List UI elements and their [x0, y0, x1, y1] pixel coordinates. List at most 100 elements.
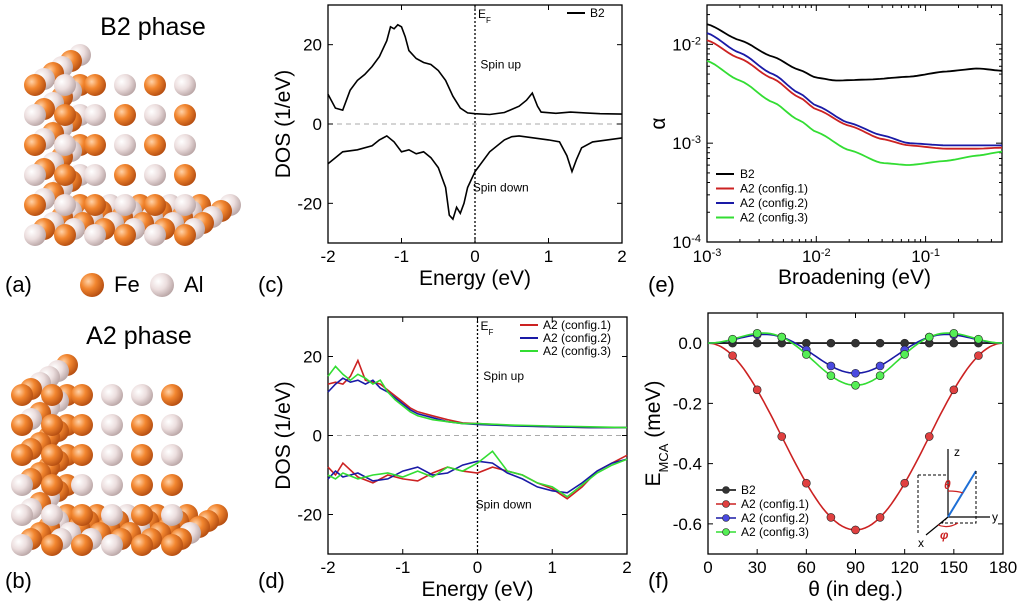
al-atom [174, 74, 196, 96]
y-tick-label: -20 [297, 194, 322, 213]
fe-atom [174, 164, 196, 186]
fe-atom [161, 534, 183, 556]
fe-atom [41, 474, 63, 496]
x-tick-exp: -1 [930, 247, 940, 259]
panel-c-letter: (c) [258, 272, 284, 297]
data-point [728, 334, 737, 344]
fermi-label-main: E [481, 319, 489, 333]
y-tick-label: 10-2 [672, 35, 701, 54]
y-tick-base: 10 [672, 35, 691, 54]
al-atom [114, 74, 136, 96]
x-tick-label: 180 [989, 558, 1017, 577]
data-point [851, 368, 860, 378]
series-line-up [327, 365, 628, 429]
x-tick-label: 150 [940, 558, 968, 577]
spin-up-label: Spin up [483, 369, 524, 383]
data-point [752, 329, 762, 338]
legend-marker [722, 486, 730, 494]
y-axis-sub: MCA [656, 443, 671, 472]
y-tick-label: 10-4 [672, 233, 701, 252]
fe-atom [114, 224, 136, 246]
al-atom [11, 534, 33, 556]
data-point [974, 334, 983, 344]
al-atom [114, 194, 136, 216]
al-atom [84, 164, 106, 186]
al-atom [101, 474, 123, 496]
y-axis-title: DOS (1/eV) [272, 381, 295, 490]
data-point [802, 350, 811, 359]
al-atom [101, 444, 123, 466]
x-tick-label: 30 [748, 558, 767, 577]
legend-entry: A2 (config.1) [741, 497, 809, 511]
fe-atom [174, 104, 196, 126]
data-point [974, 351, 983, 360]
data-point [851, 525, 860, 535]
x-tick-label: 2 [622, 558, 631, 577]
legend-entry: A2 (config.2) [741, 511, 809, 525]
a2-crystal [11, 354, 228, 556]
x-tick-base: 10 [693, 247, 712, 266]
fe-atom [131, 444, 153, 466]
fe-atom [144, 134, 166, 156]
al-atom [11, 474, 33, 496]
y-tick-exp: -3 [691, 134, 701, 146]
inset-x-label: x [918, 536, 924, 550]
fe-atom [174, 224, 196, 246]
series-line [706, 32, 1002, 147]
fermi-label: EF [481, 319, 494, 337]
legend-entry: A2 (config.3) [543, 344, 611, 358]
data-point [924, 432, 934, 441]
data-point [900, 350, 909, 359]
data-point [875, 338, 885, 348]
fe-atom [71, 504, 93, 526]
y-tick-label: 0.0 [678, 334, 702, 353]
al-atom [101, 414, 123, 436]
data-point [826, 371, 836, 380]
chart-c-dos-b2: -2 -1 0 1 2 -20 0 20 Energy (eV) DOS (1/eV) EF Spin… [272, 4, 627, 290]
legend-entry: A2 (config.2) [740, 196, 808, 210]
y-tick-exp: -2 [691, 35, 701, 47]
chart-f-emca: 0 30 60 90 120 150 180 0.0 -0.2 -0.4 -0.6 θ (in deg… [642, 312, 1017, 601]
al-atom [54, 194, 76, 216]
y-tick-label: -0.2 [673, 394, 702, 413]
spin-down-label: Spin down [476, 498, 532, 512]
chart-d-dos-a2: -2 -1 0 1 2 -20 0 20 Energy (eV) DOS (1/eV) EF Spin… [272, 316, 632, 601]
al-atom [54, 74, 76, 96]
al-atom [161, 414, 183, 436]
data-point [949, 385, 959, 395]
fe-atom [54, 224, 76, 246]
x-axis-title: θ (in deg.) [808, 578, 903, 601]
inset-theta-label: θ [944, 478, 951, 492]
panel-a-letter: (a) [5, 272, 32, 297]
x-tick-label: 10-1 [911, 247, 940, 266]
theta-arc [947, 490, 964, 494]
fe-atom [11, 384, 33, 406]
phi-arc [937, 522, 959, 528]
al-atom [161, 444, 183, 466]
fe-atom [54, 164, 76, 186]
moment-vector [947, 470, 977, 518]
series-line-down [327, 134, 623, 221]
fermi-label: EF [478, 7, 491, 25]
series-line-down [327, 450, 628, 498]
y-tick-label: 0 [313, 115, 322, 134]
fe-atom [71, 414, 93, 436]
al-atom [101, 384, 123, 406]
x-tick-label: -2 [320, 247, 335, 266]
legend-entry: B2 [741, 483, 756, 497]
fe-atom [131, 534, 153, 556]
fe-atom [161, 384, 183, 406]
series-line-up [327, 23, 623, 116]
data-point [875, 371, 885, 380]
x-tick-label: 10-3 [693, 247, 722, 266]
al-atom [131, 384, 153, 406]
y-tick-label: -20 [297, 506, 322, 525]
a2-phase-title: A2 phase [86, 322, 192, 350]
x-tick-label: 0 [470, 247, 479, 266]
legend-entry: A2 (config.2) [543, 331, 611, 345]
legend-entry: A2 (config.3) [740, 211, 808, 225]
x-tick-label: 1 [544, 247, 553, 266]
al-atom [114, 134, 136, 156]
projection-dashes [940, 471, 977, 524]
